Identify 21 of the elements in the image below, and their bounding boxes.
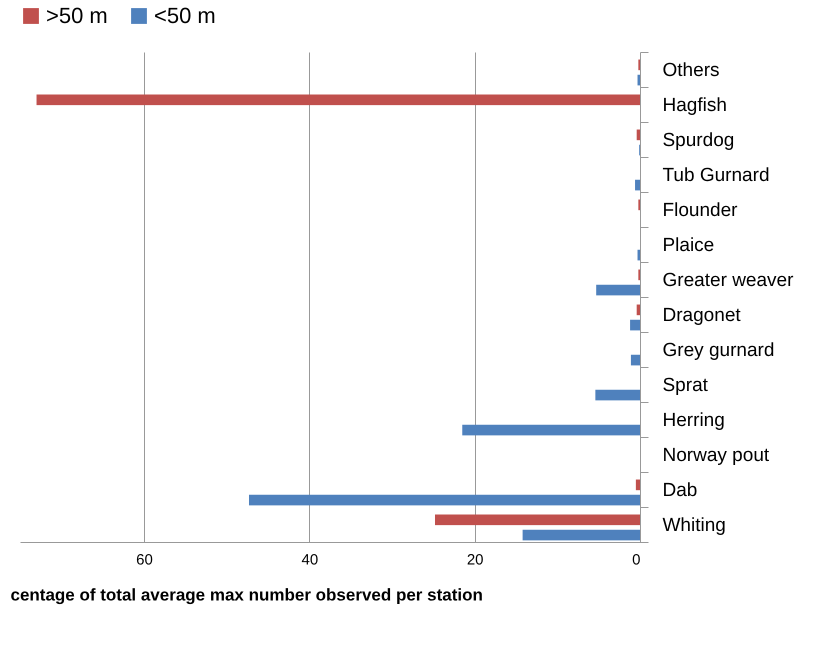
y-tick-label: Spurdog — [662, 130, 734, 151]
y-tick-label: Tub Gurnard — [662, 165, 770, 186]
y-tick-label: Herring — [662, 410, 725, 431]
legend-label: <50 m — [154, 3, 216, 28]
y-tick-label: Flounder — [662, 200, 738, 221]
y-tick-label: Whiting — [662, 515, 726, 536]
x-tick-label: 40 — [301, 552, 318, 568]
y-tick-label: Plaice — [662, 235, 714, 256]
y-tick-label: Greater weaver — [662, 270, 794, 291]
y-tick-label: Dragonet — [662, 305, 742, 326]
legend-label: >50 m — [46, 3, 108, 28]
x-tick-label: 20 — [466, 552, 484, 568]
y-tick-label: Dab — [662, 480, 698, 501]
y-tick-label: Sprat — [662, 375, 709, 396]
y-tick-label: Grey gurnard — [662, 340, 774, 361]
y-tick-label: Others — [662, 60, 720, 81]
x-tick-label: 0 — [632, 552, 640, 568]
x-tick-label: 60 — [136, 552, 153, 568]
y-tick-label: Norway pout — [662, 445, 770, 466]
y-tick-label: Hagfish — [662, 95, 727, 116]
x-axis-title: centage of total average max number observed per station — [10, 586, 483, 604]
